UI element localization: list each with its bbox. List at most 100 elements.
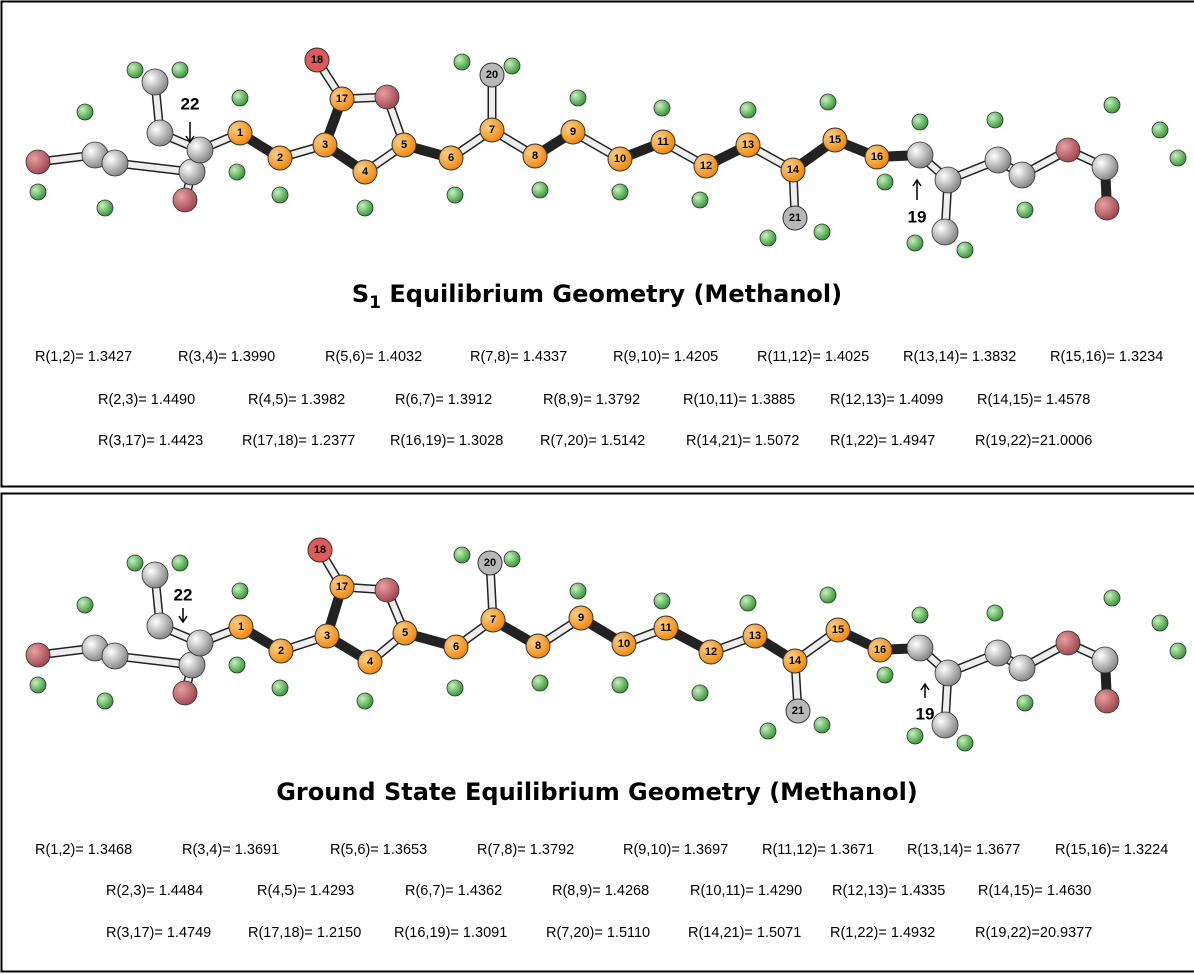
atom-label: 1 bbox=[237, 127, 243, 139]
atom-label: 17 bbox=[336, 581, 348, 593]
carbon-atom bbox=[102, 150, 128, 176]
hydrogen-atom bbox=[30, 184, 46, 200]
hydrogen-atom bbox=[740, 595, 756, 611]
bond-length: R(2,3)= 1.4490 bbox=[98, 392, 195, 408]
hydrogen-atom bbox=[232, 583, 248, 599]
carbon-atom bbox=[932, 712, 958, 738]
carbon-atom bbox=[142, 562, 168, 588]
atom-label: 7 bbox=[489, 124, 495, 136]
atom-label: 11 bbox=[657, 136, 669, 148]
atom-label: 14 bbox=[789, 655, 802, 667]
hydrogen-atom bbox=[77, 597, 93, 613]
hydrogen-atom bbox=[229, 164, 245, 180]
bond-length: R(14,21)= 1.5071 bbox=[688, 925, 801, 941]
atom-label: 13 bbox=[742, 139, 754, 151]
carbon-atom bbox=[142, 69, 168, 95]
hydrogen-atom bbox=[357, 693, 373, 709]
hydrogen-atom bbox=[1017, 695, 1033, 711]
atom-label: 18 bbox=[311, 54, 323, 66]
carbon-atom bbox=[147, 120, 173, 146]
bond-length: R(12,13)= 1.4099 bbox=[830, 392, 943, 408]
bond-length: R(11,12)= 1.3671 bbox=[762, 842, 874, 858]
atom-label: 21 bbox=[789, 212, 801, 224]
atom-label: 5 bbox=[402, 627, 408, 639]
carbon-atom bbox=[147, 613, 173, 639]
hydrogen-atom bbox=[97, 693, 113, 709]
carbon-atom bbox=[102, 643, 128, 669]
hydrogen-atom bbox=[1104, 590, 1120, 606]
atom-label: 8 bbox=[535, 640, 541, 652]
hydrogen-atom bbox=[272, 680, 288, 696]
oxygen-atom bbox=[375, 85, 399, 109]
callout-label: 22 bbox=[181, 94, 200, 113]
bond-length: R(13,14)= 1.3832 bbox=[903, 349, 1016, 365]
hydrogen-atom bbox=[957, 242, 973, 258]
atom-label: 3 bbox=[324, 630, 330, 642]
callout-label: 19 bbox=[908, 207, 927, 226]
hydrogen-atom bbox=[814, 224, 830, 240]
panel-title: Ground State Equilibrium Geometry (Metha… bbox=[276, 778, 918, 806]
title-part: 1 bbox=[369, 293, 381, 313]
hydrogen-atom bbox=[532, 182, 548, 198]
hydrogen-atom bbox=[172, 62, 188, 78]
callout-label: 19 bbox=[916, 704, 935, 723]
bond-length: R(7,8)= 1.3792 bbox=[477, 842, 574, 858]
figure: 12345678910111213141516171820212219S1 Eq… bbox=[0, 0, 1194, 974]
hydrogen-atom bbox=[1104, 97, 1120, 113]
oxygen-atom bbox=[1095, 689, 1119, 713]
bond-length: R(7,8)= 1.4337 bbox=[470, 349, 567, 365]
carbon-atom bbox=[935, 660, 961, 686]
hydrogen-atom bbox=[357, 200, 373, 216]
atom-label: 17 bbox=[336, 93, 348, 105]
bond-length: R(17,18)= 1.2377 bbox=[242, 433, 355, 449]
hydrogen-atom bbox=[907, 235, 923, 251]
oxygen-atom bbox=[375, 578, 399, 602]
carbon-atom bbox=[932, 219, 958, 245]
hydrogen-atom bbox=[654, 100, 670, 116]
bond-length: R(9,10)= 1.4205 bbox=[613, 349, 718, 365]
carbon-atom bbox=[1092, 647, 1118, 673]
atom-label: 12 bbox=[700, 160, 712, 172]
carbon-atom bbox=[1092, 154, 1118, 180]
bond-length: R(7,20)= 1.5142 bbox=[540, 433, 645, 449]
hydrogen-atom bbox=[820, 587, 836, 603]
bond-length: R(4,5)= 1.3982 bbox=[248, 392, 345, 408]
hydrogen-atom bbox=[612, 184, 628, 200]
bond-length: R(12,13)= 1.4335 bbox=[832, 883, 945, 899]
bond-length: R(4,5)= 1.4293 bbox=[257, 883, 354, 899]
bond-length: R(3,4)= 1.3691 bbox=[182, 842, 279, 858]
hydrogen-atom bbox=[987, 605, 1003, 621]
hydrogen-atom bbox=[654, 593, 670, 609]
bond-length: R(11,12)= 1.4025 bbox=[757, 349, 869, 365]
hydrogen-atom bbox=[97, 200, 113, 216]
atom-label: 7 bbox=[490, 614, 496, 626]
bond-length: R(15,16)= 1.3224 bbox=[1055, 842, 1168, 858]
bond-length: R(2,3)= 1.4484 bbox=[106, 883, 203, 899]
hydrogen-atom bbox=[692, 685, 708, 701]
hydrogen-atom bbox=[877, 174, 893, 190]
carbon-atom bbox=[935, 167, 961, 193]
atom-label: 21 bbox=[792, 705, 804, 717]
hydrogen-atom bbox=[957, 735, 973, 751]
atom-label: 13 bbox=[749, 630, 761, 642]
bond-length: R(14,21)= 1.5072 bbox=[686, 433, 799, 449]
oxygen-atom bbox=[26, 150, 50, 174]
hydrogen-atom bbox=[229, 657, 245, 673]
bond-length: R(16,19)= 1.3028 bbox=[390, 433, 503, 449]
bond-length: R(14,15)= 1.4630 bbox=[978, 883, 1091, 899]
atom-label: 12 bbox=[705, 646, 717, 658]
hydrogen-atom bbox=[454, 547, 470, 563]
hydrogen-atom bbox=[760, 723, 776, 739]
atom-label: 6 bbox=[448, 152, 454, 164]
hydrogen-atom bbox=[232, 90, 248, 106]
hydrogen-atom bbox=[504, 58, 520, 74]
atom-label: 4 bbox=[362, 166, 369, 178]
bond-length: R(5,6)= 1.3653 bbox=[330, 842, 427, 858]
title-part: S bbox=[352, 280, 369, 308]
atom-label: 18 bbox=[314, 544, 326, 556]
carbon-atom bbox=[907, 635, 933, 661]
hydrogen-atom bbox=[1170, 643, 1186, 659]
panel-title: S1 Equilibrium Geometry (Methanol) bbox=[352, 280, 842, 313]
hydrogen-atom bbox=[1152, 615, 1168, 631]
